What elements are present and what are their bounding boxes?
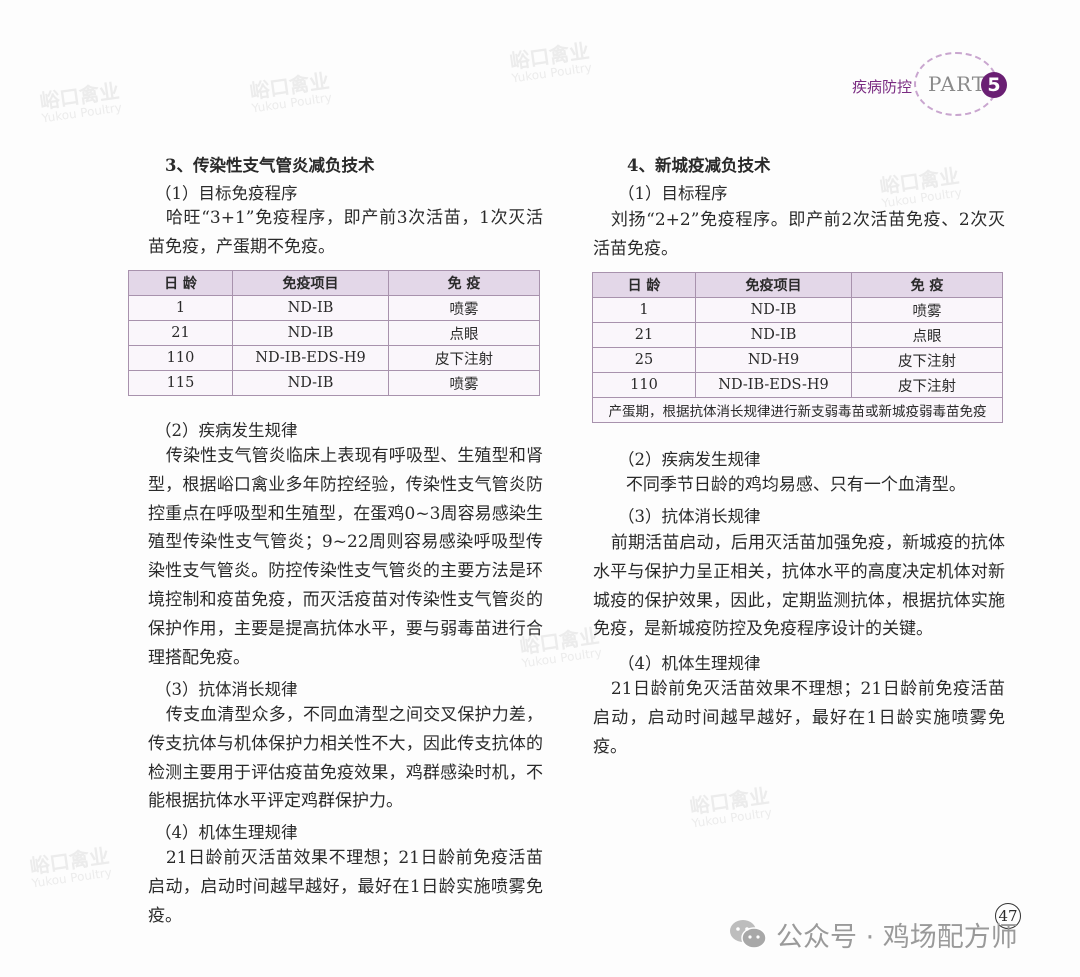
right-paragraph-4: 21日龄前免灭活苗效果不理想；21日龄前免疫活苗启动，启动时间越早越好，最好在1… (593, 679, 1005, 757)
left-paragraph-3: 传支血清型众多，不同血清型之间交叉保护力差，传支抗体与机体保护力相关性不大，因此… (148, 705, 543, 812)
table-header-row: 日 龄 免疫项目 免 疫 (128, 270, 540, 296)
part-number-badge: 5 (981, 72, 1007, 98)
table-note-row: 产蛋期，根据抗体消长规律进行新支弱毒苗或新城疫弱毒苗免疫 (592, 397, 1003, 423)
table-row: 110 ND-IB-EDS-H9 皮下注射 (592, 372, 1003, 398)
watermark: 峪口禽业 Yukou Poultry (688, 784, 773, 831)
left-subheading-1: （1）目标免疫程序 (155, 184, 298, 203)
table-row: 1 ND-IB 喷雾 (592, 297, 1003, 323)
cell: 喷雾 (388, 370, 540, 396)
table-row: 115 ND-IB 喷雾 (128, 370, 540, 396)
cell: 21 (128, 320, 233, 346)
table-row: 21 ND-IB 点眼 (128, 320, 540, 346)
cell: 点眼 (388, 320, 540, 346)
watermark: 峪口禽业 Yukou Poultry (878, 164, 963, 211)
right-paragraph-3: 前期活苗启动，后用灭活苗加强免疫，新城疫的抗体水平与保护力呈正相关，抗体水平的高… (593, 533, 1005, 640)
cell: ND-IB-EDS-H9 (232, 345, 389, 371)
page-number: 47 (995, 903, 1021, 929)
left-subheading-2: （2）疾病发生规律 (155, 421, 298, 440)
watermark: 峪口禽业 Yukou Poultry (38, 79, 123, 126)
cell: 皮下注射 (851, 347, 1003, 373)
cell: ND-H9 (695, 347, 852, 373)
table-row: 21 ND-IB 点眼 (592, 322, 1003, 348)
cell: 喷雾 (388, 295, 540, 321)
cell: ND-IB (232, 370, 389, 396)
watermark: 峪口禽业 Yukou Poultry (28, 844, 113, 891)
cell: ND-IB (232, 295, 389, 321)
col-header: 免 疫 (851, 272, 1003, 298)
cell: ND-IB (232, 320, 389, 346)
cell: 25 (592, 347, 696, 373)
right-subheading-3: （3）抗体消长规律 (618, 507, 761, 526)
right-paragraph-1: 刘扬“2+2”免疫程序。即产前2次活苗免疫、2次灭活苗免疫。 (593, 210, 1005, 259)
right-subheading-2: （2）疾病发生规律 (618, 450, 761, 469)
left-subheading-3: （3）抗体消长规律 (155, 680, 298, 699)
col-header: 免 疫 (388, 270, 540, 296)
watermark: 峪口禽业 Yukou Poultry (508, 39, 593, 86)
cell: ND-IB-EDS-H9 (695, 372, 852, 398)
left-subheading-4: （4）机体生理规律 (155, 823, 298, 842)
cell: 115 (128, 370, 233, 396)
right-paragraph-2: 不同季节日龄的鸡均易感、只有一个血清型。 (625, 475, 966, 495)
right-subheading-1: （1）目标程序 (618, 184, 728, 203)
table-row: 25 ND-H9 皮下注射 (592, 347, 1003, 373)
col-header: 免疫项目 (232, 270, 389, 296)
section-label: 疾病防控 (852, 78, 913, 96)
cell: 21 (592, 322, 696, 348)
cell: 1 (128, 295, 233, 321)
cell: ND-IB (695, 297, 852, 323)
right-immunization-table: 日 龄 免疫项目 免 疫 1 ND-IB 喷雾 21 ND-IB 点眼 25 ND-H9 皮… (592, 272, 1003, 423)
col-header: 免疫项目 (695, 272, 852, 298)
part-label: PART (928, 72, 987, 96)
cell: 110 (592, 372, 696, 398)
cell: 1 (592, 297, 696, 323)
cell: 点眼 (851, 322, 1003, 348)
right-subheading-4: （4）机体生理规律 (618, 654, 761, 673)
col-header: 日 龄 (592, 272, 696, 298)
left-paragraph-1: 哈旺“3+1”免疫程序，即产前3次活苗，1次灭活苗免疫，产蛋期不免疫。 (148, 208, 543, 257)
watermark: 峪口禽业 Yukou Poultry (248, 69, 333, 116)
table-header-row: 日 龄 免疫项目 免 疫 (592, 272, 1003, 298)
table-note: 产蛋期，根据抗体消长规律进行新支弱毒苗或新城疫弱毒苗免疫 (592, 397, 1003, 423)
left-section-title: 3、传染性支气管炎减负技术 (165, 156, 375, 175)
wechat-icon (728, 918, 768, 950)
left-paragraph-2: 传染性支气管炎临床上表现有呼吸型、生殖型和肾型，根据峪口禽业多年防控经验，传染性… (148, 446, 543, 668)
left-immunization-table: 日 龄 免疫项目 免 疫 1 ND-IB 喷雾 21 ND-IB 点眼 110 ND-IB… (128, 270, 540, 396)
left-paragraph-4: 21日龄前灭活苗效果不理想；21日龄前免疫活苗启动，启动时间越早越好，最好在1日… (148, 848, 543, 926)
table-row: 110 ND-IB-EDS-H9 皮下注射 (128, 345, 540, 371)
table-row: 1 ND-IB 喷雾 (128, 295, 540, 321)
cell: 喷雾 (851, 297, 1003, 323)
account-name: 公众号 · 鸡场配方师 (776, 922, 1018, 953)
right-section-title: 4、新城疫减负技术 (627, 156, 771, 175)
cell: 皮下注射 (388, 345, 540, 371)
col-header: 日 龄 (128, 270, 233, 296)
cell: ND-IB (695, 322, 852, 348)
cell: 皮下注射 (851, 372, 1003, 398)
cell: 110 (128, 345, 233, 371)
